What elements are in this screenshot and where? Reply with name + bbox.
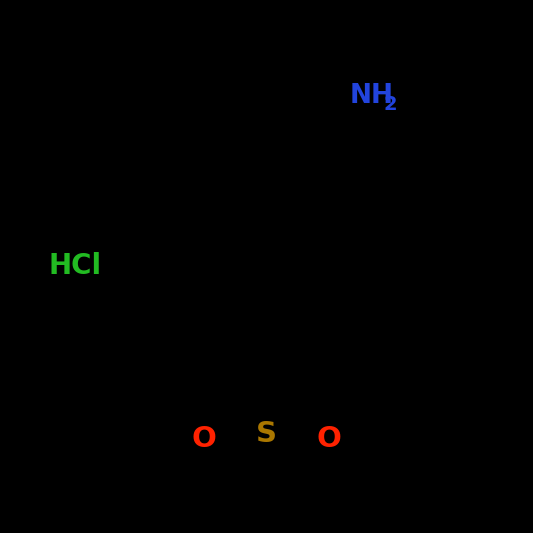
Text: 2: 2 xyxy=(383,95,397,114)
Text: O: O xyxy=(317,425,341,453)
Text: S: S xyxy=(256,421,277,448)
Text: HCl: HCl xyxy=(48,253,101,280)
Text: O: O xyxy=(192,425,216,453)
Text: NH: NH xyxy=(350,83,394,109)
